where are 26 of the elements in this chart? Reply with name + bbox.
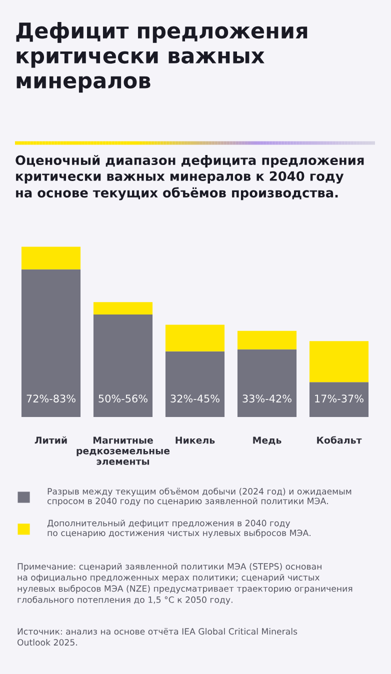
text: Источник: анализ на основе отчёта IEA Global Critical Minerals Outlook 2025. (17, 628, 298, 646)
legend-label: Разрыв между текущим объёмом добычи (2024 год) и ожидаемым спросом в 2040 году по сценарию заявленной политики МЭА. (48, 488, 352, 506)
bar (237, 330, 297, 350)
bar (165, 351, 225, 417)
x-tick-label: Медь (253, 436, 282, 445)
bar (21, 246, 81, 270)
data-label: 32%-45% (170, 394, 220, 402)
data-label: 72%-83% (26, 394, 76, 402)
x-tick-label: Магнитные редкоземельные элементы (76, 436, 170, 465)
data-label: 50%-56% (98, 394, 148, 402)
chart-title: Дефицит предложения критически важных минералов (16, 22, 308, 93)
bar (309, 341, 369, 382)
chart-subtitle: Оценочный диапазон дефицита предложения критически важных минералов к 2040 году на основе текущих объёмов производства. (16, 155, 364, 200)
legend-label: Дополнительный дефицит предложения в 2040 году по сценарию достижения чистых нулевых выбросов МЭА. (47, 520, 310, 538)
bar (309, 382, 369, 417)
text: Примечание: сценарий заявленной политики МЭА (STEPS) основан на официально предложенных мерах политики; сценарий чистых нулевых выбросов МЭА (NZE) предусматривает траекторию ограничения глобального потепления до 1,5 °C к 2050 году. (18, 563, 352, 605)
x-tick-label: Литий (34, 436, 67, 444)
x-tick-label: Кобальт (317, 436, 362, 444)
bar (21, 269, 81, 417)
bar (93, 314, 153, 417)
bar (237, 349, 297, 417)
x-tick-label: Никель (176, 436, 215, 444)
bar (165, 324, 225, 352)
bar (93, 302, 153, 314)
data-label: 33%-42% (242, 394, 292, 402)
data-label: 17%-37% (315, 394, 364, 402)
